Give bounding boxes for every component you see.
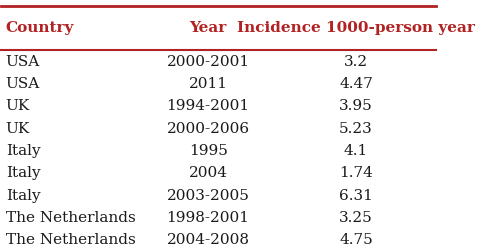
Text: Country: Country (6, 21, 74, 35)
Text: 5.23: 5.23 (339, 122, 373, 136)
Text: 3.25: 3.25 (339, 211, 373, 225)
Text: USA: USA (6, 54, 40, 68)
Text: 1995: 1995 (188, 144, 227, 158)
Text: 4.1: 4.1 (344, 144, 368, 158)
Text: 2000-2001: 2000-2001 (167, 54, 250, 68)
Text: 2004-2008: 2004-2008 (167, 233, 249, 247)
Text: 3.95: 3.95 (339, 99, 373, 113)
Text: Incidence 1000-person year: Incidence 1000-person year (237, 21, 475, 35)
Text: The Netherlands: The Netherlands (6, 211, 135, 225)
Text: Italy: Italy (6, 166, 40, 180)
Text: UK: UK (6, 99, 30, 113)
Text: 4.47: 4.47 (339, 77, 373, 91)
Text: 2000-2006: 2000-2006 (167, 122, 250, 136)
Text: 2003-2005: 2003-2005 (167, 188, 249, 202)
Text: Italy: Italy (6, 188, 40, 202)
Text: 1.74: 1.74 (339, 166, 373, 180)
Text: USA: USA (6, 77, 40, 91)
Text: The Netherlands: The Netherlands (6, 233, 135, 247)
Text: Italy: Italy (6, 144, 40, 158)
Text: 1998-2001: 1998-2001 (167, 211, 249, 225)
Text: 2004: 2004 (188, 166, 227, 180)
Text: 2011: 2011 (188, 77, 227, 91)
Text: UK: UK (6, 122, 30, 136)
Text: 4.75: 4.75 (339, 233, 373, 247)
Text: 1994-2001: 1994-2001 (167, 99, 250, 113)
Text: Year: Year (189, 21, 226, 35)
Text: 3.2: 3.2 (344, 54, 368, 68)
Text: 6.31: 6.31 (339, 188, 373, 202)
